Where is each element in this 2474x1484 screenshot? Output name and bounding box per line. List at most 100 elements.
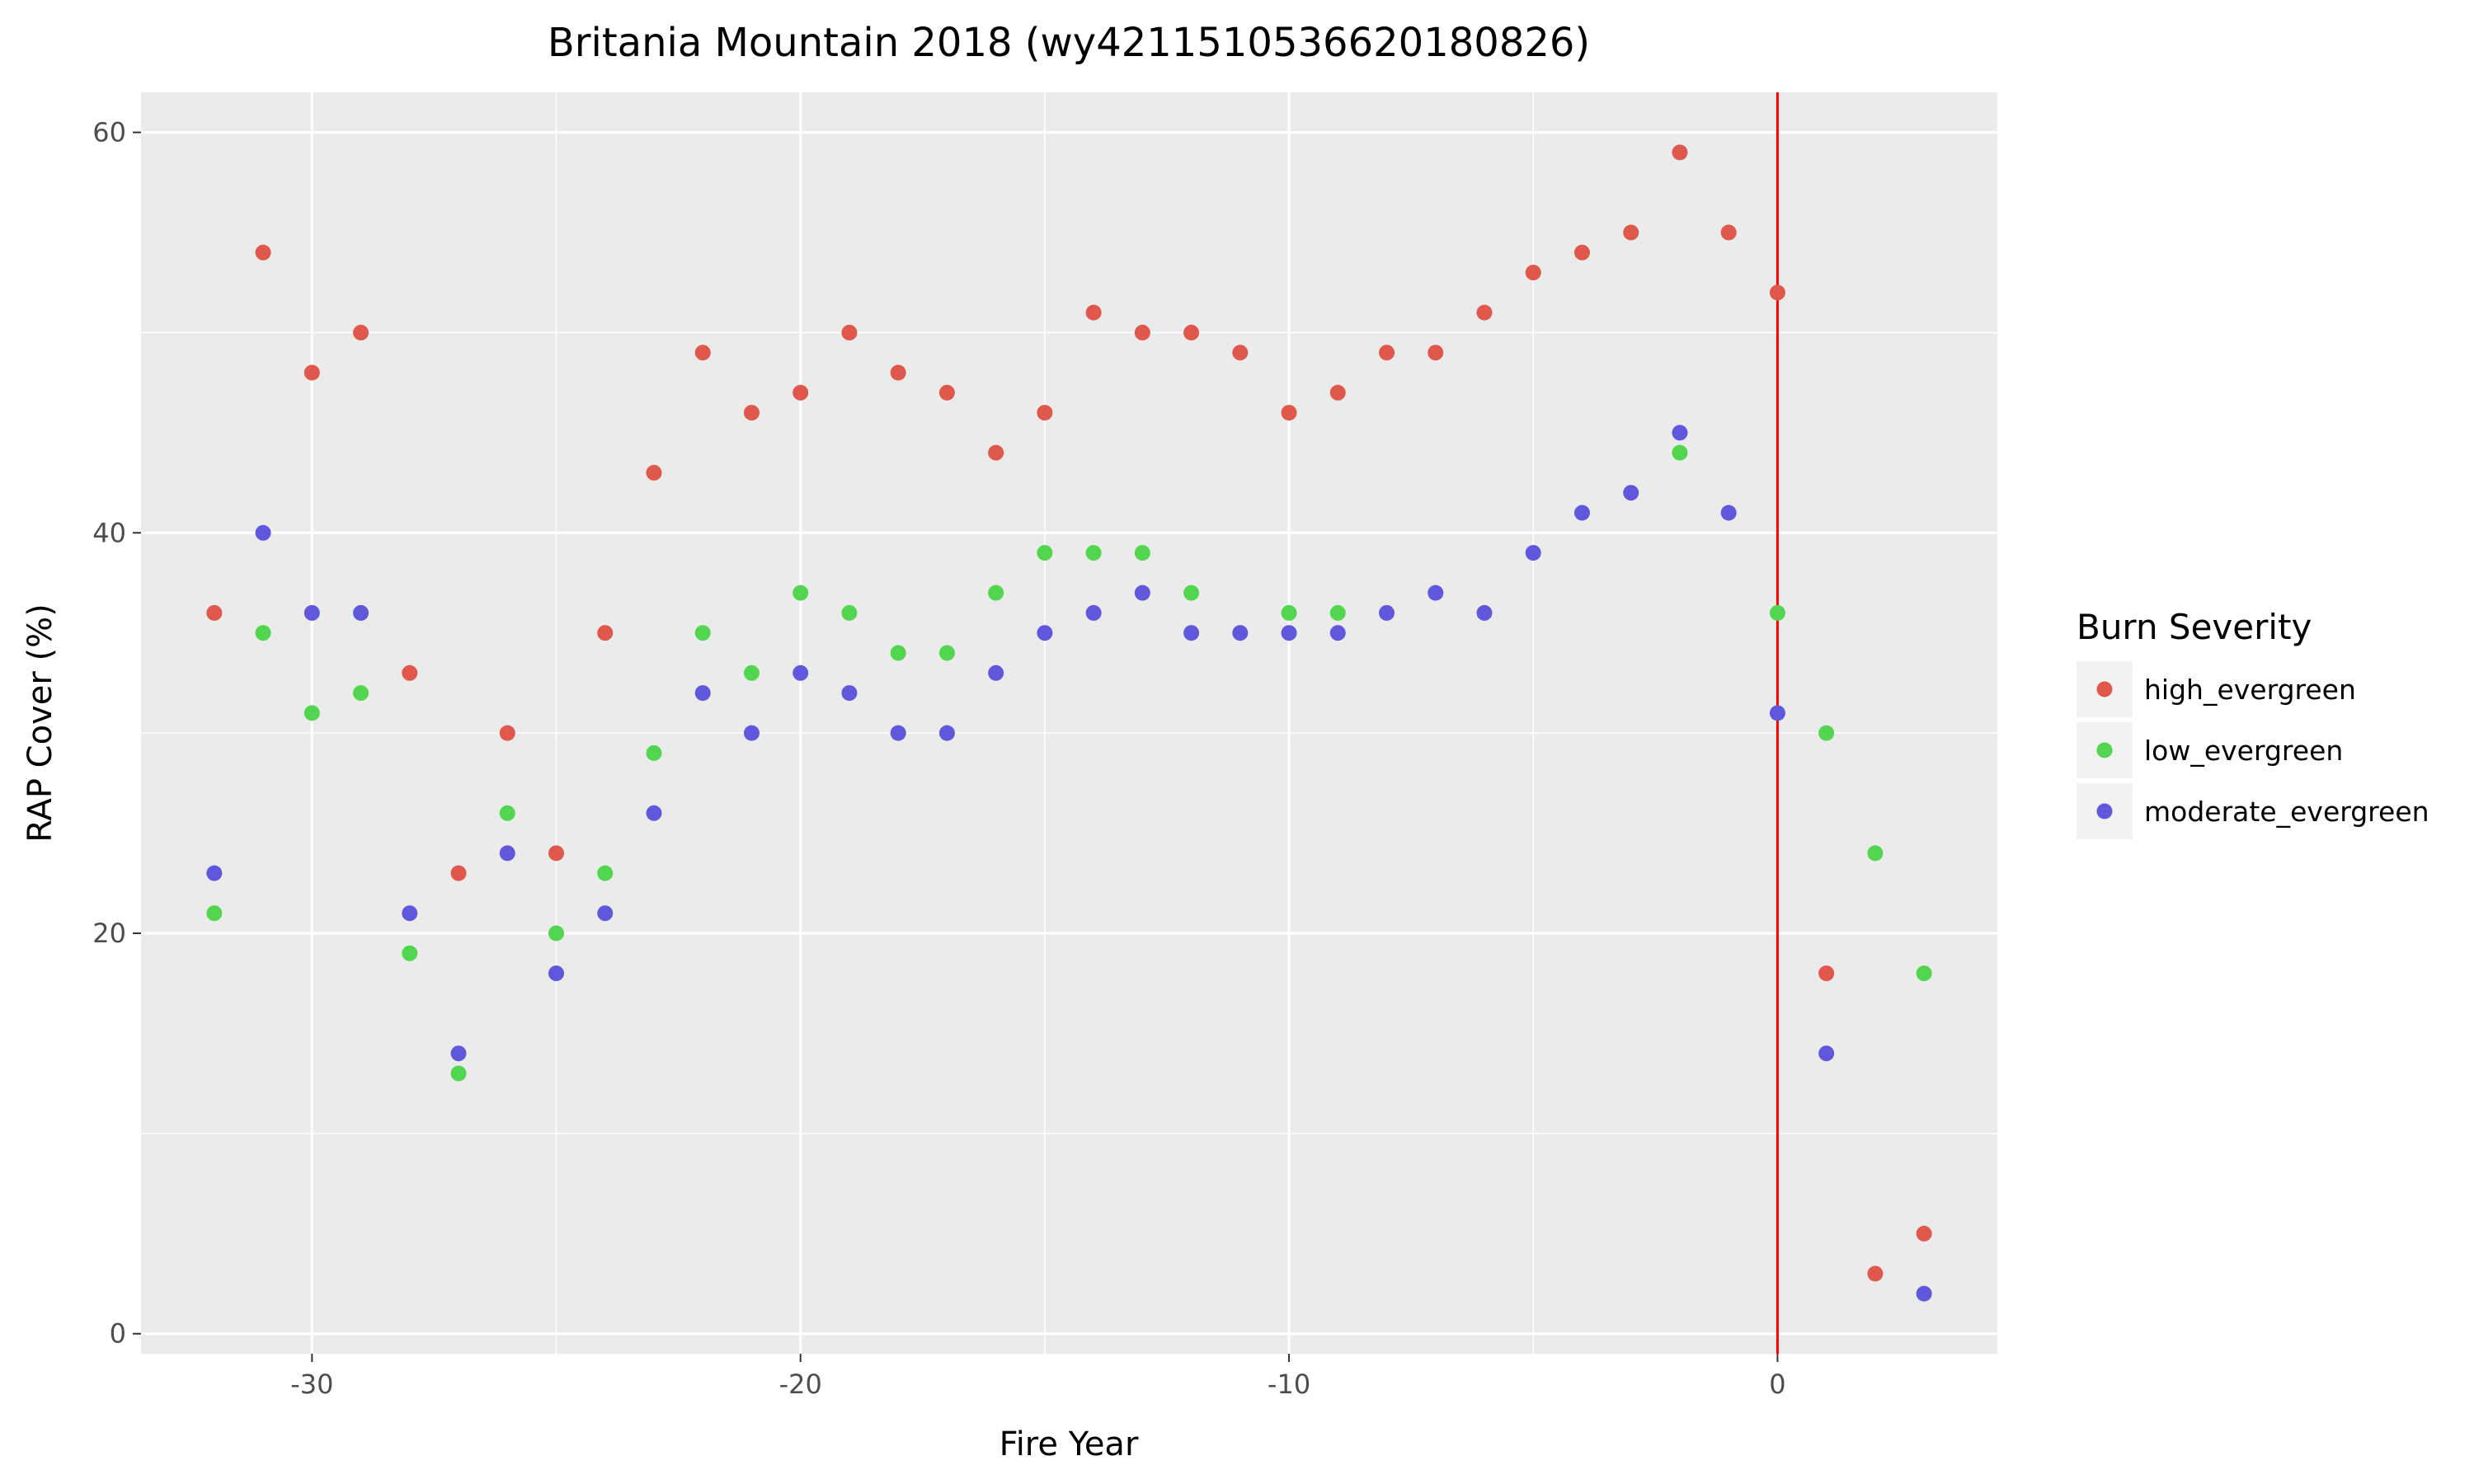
data-point — [890, 725, 906, 741]
data-point — [1134, 324, 1150, 340]
data-point — [206, 604, 223, 621]
data-point — [1623, 224, 1639, 241]
data-point — [1329, 625, 1346, 641]
data-point — [841, 324, 858, 340]
data-point — [303, 705, 320, 721]
data-point — [1379, 345, 1395, 361]
data-point — [988, 585, 1004, 601]
data-point — [1720, 505, 1737, 521]
x-axis-label: Fire Year — [999, 1425, 1139, 1463]
x-tick-label: 0 — [1769, 1369, 1785, 1400]
data-point — [206, 905, 223, 922]
data-point — [988, 444, 1004, 461]
data-point — [1769, 284, 1785, 301]
data-point — [1867, 845, 1884, 862]
legend-label: low_evergreen — [2144, 735, 2343, 767]
data-point — [499, 845, 515, 862]
data-point — [402, 665, 418, 681]
data-point — [353, 685, 369, 702]
legend-marker — [2096, 803, 2113, 819]
data-point — [255, 524, 271, 541]
data-point — [1916, 1225, 1932, 1242]
data-point — [1134, 585, 1150, 601]
data-point — [1672, 144, 1688, 161]
data-point — [1818, 965, 1835, 982]
y-tick-label: 60 — [92, 117, 126, 148]
data-point — [450, 865, 467, 881]
legend-items: high_evergreen low_evergreen moderate_ever… — [2077, 661, 2429, 839]
data-point — [1672, 425, 1688, 441]
chart-title: Britania Mountain 2018 (wy42115105366201… — [548, 20, 1590, 66]
legend-label: high_evergreen — [2144, 674, 2356, 706]
data-point — [1916, 1285, 1932, 1302]
minor-gridlines — [141, 92, 1997, 1354]
series-low-evergreen — [206, 444, 1932, 1082]
series-moderate-evergreen — [206, 425, 1932, 1302]
data-point — [1573, 244, 1590, 261]
data-point — [353, 324, 369, 340]
data-point — [694, 685, 711, 702]
data-point — [1623, 485, 1639, 501]
legend-marker — [2096, 742, 2113, 758]
data-point — [1720, 224, 1737, 241]
legend-item: high_evergreen — [2077, 661, 2356, 717]
data-point — [890, 645, 906, 661]
data-point — [1427, 345, 1444, 361]
data-point — [646, 464, 662, 481]
data-point — [1818, 1045, 1835, 1062]
legend-item: moderate_evergreen — [2077, 783, 2429, 839]
data-point — [938, 725, 955, 741]
data-point — [1476, 304, 1493, 321]
x-axis: -30 -20 -10 0 — [290, 1354, 1786, 1400]
data-point — [1525, 545, 1541, 561]
data-point — [450, 1065, 467, 1082]
data-point — [1573, 505, 1590, 521]
legend-marker — [2096, 681, 2113, 697]
data-point — [1281, 625, 1297, 641]
data-point — [1379, 604, 1395, 621]
data-point — [303, 364, 320, 381]
legend-label: moderate_evergreen — [2144, 796, 2429, 828]
data-point — [353, 604, 369, 621]
x-tick-label: -10 — [1268, 1369, 1310, 1400]
data-point — [597, 905, 614, 922]
data-point — [793, 665, 809, 681]
y-tick-label: 20 — [92, 918, 126, 949]
data-point — [1769, 604, 1785, 621]
data-point — [255, 244, 271, 261]
y-axis-label: RAP Cover (%) — [21, 603, 59, 842]
data-point — [1672, 444, 1688, 461]
data-point — [841, 604, 858, 621]
data-point — [1329, 384, 1346, 401]
data-point — [206, 865, 223, 881]
data-point — [1232, 345, 1249, 361]
data-points — [206, 144, 1932, 1302]
data-point — [499, 725, 515, 741]
data-point — [890, 364, 906, 381]
data-point — [1037, 625, 1053, 641]
data-point — [743, 405, 760, 421]
series-high-evergreen — [206, 144, 1932, 1282]
data-point — [743, 665, 760, 681]
data-point — [938, 384, 955, 401]
data-point — [402, 905, 418, 922]
data-point — [1037, 405, 1053, 421]
data-point — [1085, 545, 1102, 561]
data-point — [450, 1045, 467, 1062]
data-point — [1818, 725, 1835, 741]
data-point — [694, 625, 711, 641]
data-point — [1769, 705, 1785, 721]
data-point — [988, 665, 1004, 681]
data-point — [1867, 1266, 1884, 1282]
data-point — [646, 805, 662, 821]
data-point — [548, 845, 565, 862]
data-point — [1037, 545, 1053, 561]
data-point — [646, 744, 662, 761]
data-point — [548, 965, 565, 982]
data-point — [1281, 405, 1297, 421]
data-point — [597, 865, 614, 881]
legend-title: Burn Severity — [2077, 607, 2312, 647]
data-point — [1134, 545, 1150, 561]
data-point — [1183, 324, 1200, 340]
